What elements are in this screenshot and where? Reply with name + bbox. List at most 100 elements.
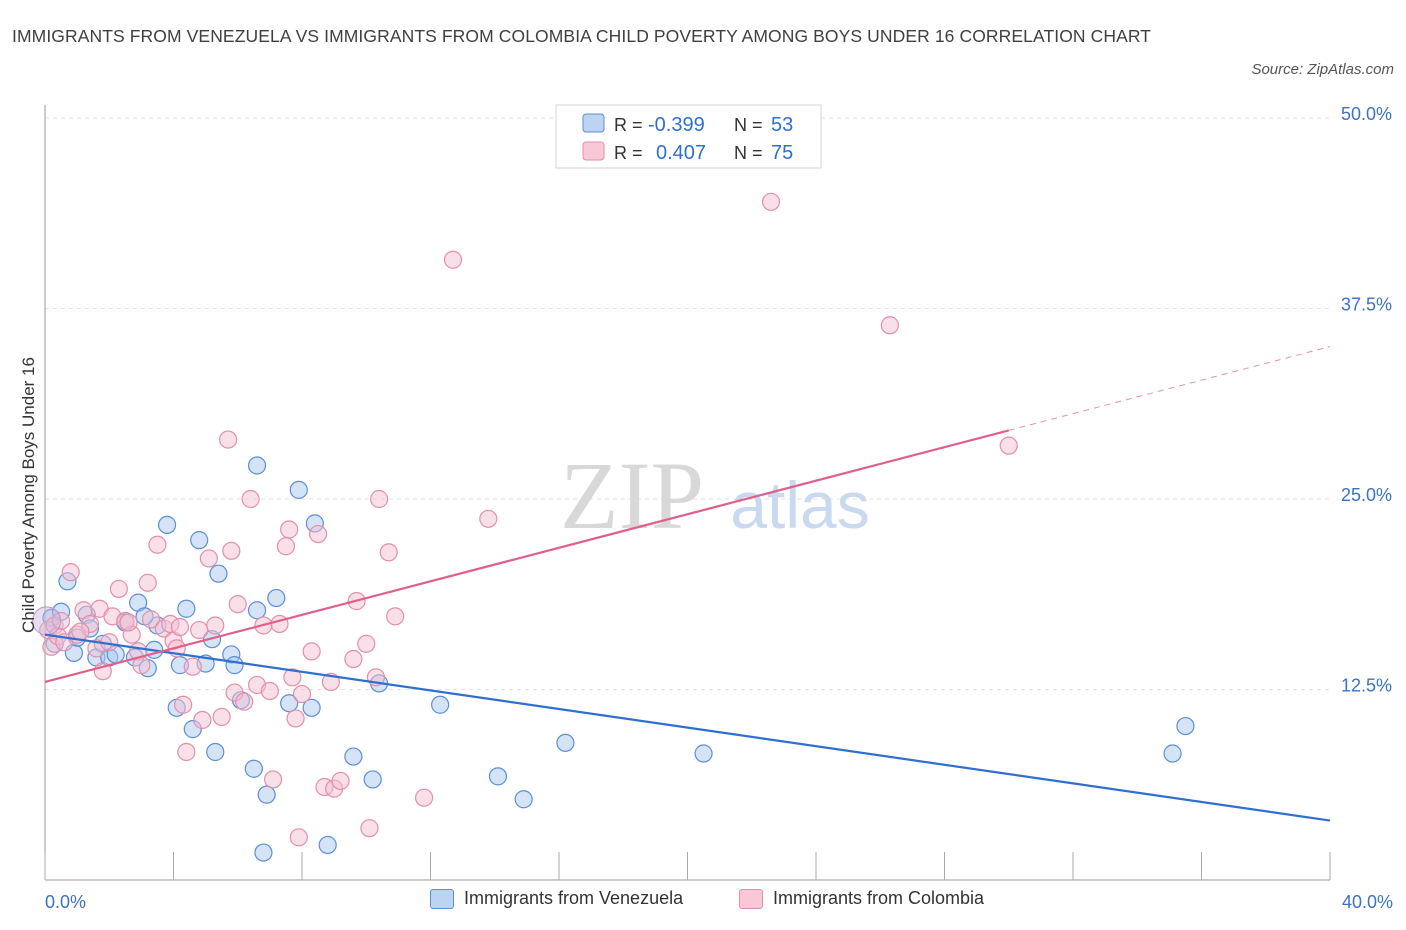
watermark: ZIP atlas [560,442,870,549]
data-point [999,436,1018,455]
data-point [174,695,193,714]
data-point [254,843,273,862]
data-point [357,634,376,653]
data-point [190,531,209,550]
data-point [225,656,244,675]
data-point [431,695,450,714]
data-point [222,541,241,560]
stats-n-value-2: 75 [771,142,793,164]
legend-swatch-colombia [739,888,763,909]
data-point [228,595,247,614]
data-point [292,684,312,704]
data-point [141,610,161,629]
data-point [1176,716,1195,736]
data-point [260,681,279,701]
data-point [157,515,177,535]
trend-line-venezuela [44,633,1331,822]
x-tick-label: 40.0% [1342,892,1393,912]
data-point [183,657,202,676]
data-point [244,759,263,778]
data-point [344,649,363,669]
data-point [193,710,212,730]
data-point [138,573,157,592]
data-point [363,770,382,789]
trend-lines [44,346,1331,822]
stats-n-label-2: N = [734,143,763,163]
data-point [302,698,321,717]
source-label: Source: ZipAtlas.com [1251,61,1394,78]
data-point [190,620,209,640]
data-point [109,579,128,599]
legend-item-colombia[interactable]: Immigrants from Colombia [739,888,984,909]
legend-swatch-venezuela [430,888,454,909]
data-point [761,192,781,211]
y-tick-labels: 12.5% 25.0% 37.5% 50.0% [1341,104,1392,696]
axes [44,105,1331,881]
data-point [206,742,225,762]
data-point [247,601,267,620]
data-point [119,613,138,632]
data-point [241,489,260,509]
y-tick-label: 37.5% [1341,295,1392,315]
legend-item-venezuela[interactable]: Immigrants from Venezuela [430,888,683,909]
stats-r-label-1: R = [614,115,643,135]
stats-swatch-venezuela [582,113,605,133]
stats-box: R = -0.399 N = 53 R = 0.407 N = 75 [555,104,822,169]
data-point [379,543,398,562]
y-tick-label: 50.0% [1341,104,1392,124]
data-point [283,668,302,687]
data-point [514,790,533,809]
data-point [443,250,463,269]
data-point [219,430,238,449]
data-point [212,707,231,727]
data-point [235,692,254,711]
data-point [177,599,196,618]
y-tick-label: 25.0% [1341,485,1392,505]
legend-label-colombia: Immigrants from Colombia [773,888,985,908]
data-point [880,316,899,335]
data-point [386,607,405,626]
y-axis-label: Child Poverty Among Boys Under 16 [19,357,38,633]
data-point [170,617,190,637]
x-tick-label: 0.0% [45,892,86,912]
data-point [177,742,196,762]
data-point [257,785,276,804]
data-point [247,456,267,475]
watermark-zip: ZIP [560,442,704,549]
data-point [289,828,308,847]
data-point [302,642,321,661]
y-tick-label: 12.5% [1341,676,1392,696]
data-point [370,489,389,509]
data-point [276,537,296,556]
legend-label-venezuela: Immigrants from Venezuela [464,888,684,908]
data-point [267,588,286,608]
data-point [289,480,308,499]
stats-swatch-colombia [582,141,605,161]
data-point [556,733,575,752]
stats-r-value-2: 0.407 [656,142,706,164]
data-point [286,709,305,728]
data-point [479,509,498,528]
data-point [488,767,508,786]
data-point [280,694,299,713]
stats-n-value-1: 53 [771,114,793,136]
x-tick-labels: 0.0% 40.0% [45,892,1393,912]
data-point [280,520,299,539]
data-point [331,771,350,791]
data-point [148,535,167,554]
trend-line-extension [1008,346,1331,431]
data-point [414,788,434,807]
data-point [263,770,283,789]
data-point [344,747,363,766]
stats-n-label-1: N = [734,115,763,135]
data-point [61,563,80,582]
data-point [71,622,90,641]
data-point [694,744,713,763]
data-point [318,835,337,855]
data-point [1163,744,1182,763]
stats-r-label-2: R = [614,143,643,163]
stats-r-value-1: -0.399 [648,114,705,136]
data-point [206,616,225,635]
watermark-atlas: atlas [730,468,869,542]
